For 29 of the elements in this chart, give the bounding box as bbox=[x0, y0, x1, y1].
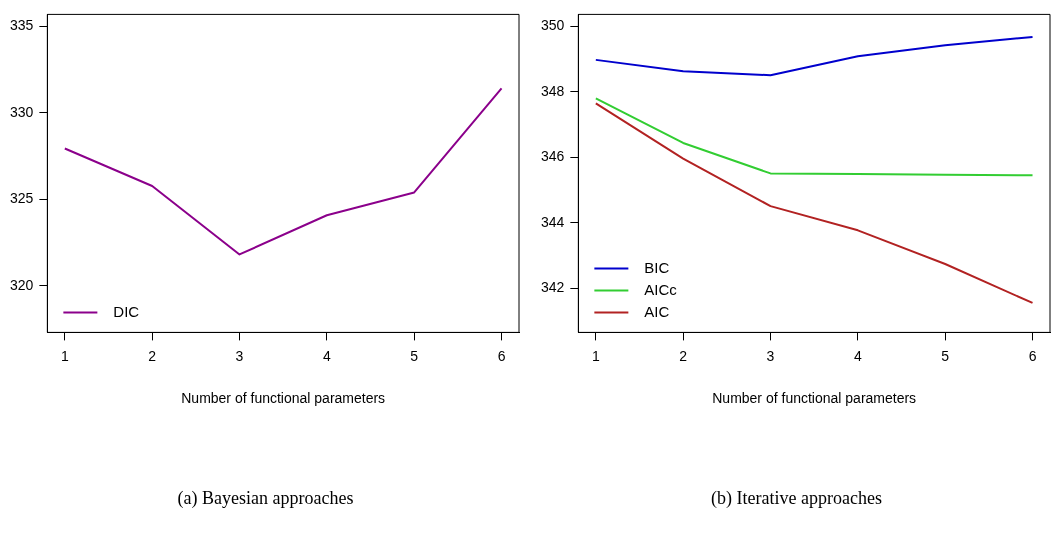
x-tick-label: 1 bbox=[591, 347, 600, 364]
legend-label: AIC bbox=[644, 302, 670, 320]
y-tick-label: 330 bbox=[10, 103, 34, 120]
y-tick-label: 342 bbox=[541, 279, 565, 296]
y-tick-label: 350 bbox=[541, 17, 565, 34]
text: (a) Bayesian approaches bbox=[176, 488, 355, 509]
x-tick-label: 2 bbox=[148, 347, 157, 364]
x-tick-label: 5 bbox=[410, 347, 419, 364]
x-tick-label: 6 bbox=[1028, 347, 1037, 364]
y-tick-label: 346 bbox=[541, 148, 565, 165]
x-tick-label: 4 bbox=[853, 347, 862, 364]
x-tick-label: 4 bbox=[322, 347, 331, 364]
y-tick-label: 348 bbox=[541, 82, 565, 99]
legend-label: DIC bbox=[113, 302, 140, 320]
x-tick-label: 1 bbox=[60, 347, 69, 364]
y-tick-label: 344 bbox=[541, 213, 565, 230]
legend-label: AICc bbox=[644, 280, 678, 298]
x-axis-title: Number of functional parameters bbox=[181, 390, 386, 407]
legend-label: BIC bbox=[644, 258, 670, 276]
y-tick-label: 335 bbox=[10, 17, 34, 34]
text: (b) Iterative approaches bbox=[710, 488, 883, 509]
y-tick-label: 325 bbox=[10, 190, 34, 207]
x-axis-title: Number of functional parameters bbox=[712, 390, 917, 407]
x-tick-label: 6 bbox=[497, 347, 506, 364]
x-tick-label: 5 bbox=[941, 347, 950, 364]
x-tick-label: 3 bbox=[235, 347, 244, 364]
x-tick-label: 2 bbox=[679, 347, 688, 364]
y-tick-label: 320 bbox=[10, 276, 34, 293]
x-tick-label: 3 bbox=[766, 347, 775, 364]
